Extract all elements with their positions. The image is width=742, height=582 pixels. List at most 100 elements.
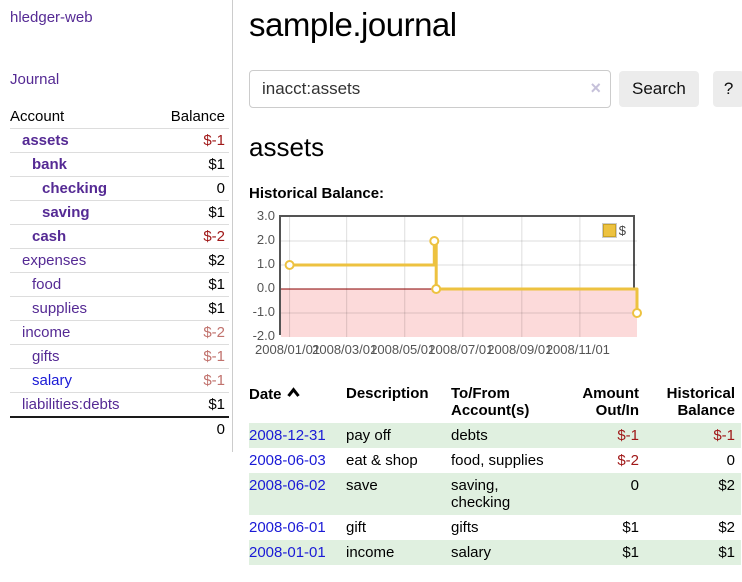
account-link[interactable]: gifts: [32, 348, 60, 365]
transaction-balance: $2: [718, 477, 735, 494]
account-link[interactable]: cash: [32, 228, 67, 245]
account-row: saving $1: [10, 200, 229, 225]
app-layout: hledger-web Journal Account Balance asse…: [0, 0, 742, 565]
y-tick-label: 3.0: [256, 208, 275, 223]
accounts-total-row: 0: [10, 416, 229, 441]
y-tick-label: 1.0: [256, 256, 275, 271]
transaction-date-link[interactable]: 2008-06-02: [249, 477, 326, 494]
transaction-date-link[interactable]: 2008-06-03: [249, 452, 326, 469]
account-row: income $-2: [10, 320, 229, 345]
y-tick-label: 2.0: [256, 232, 275, 247]
page-title: sample.journal: [249, 6, 457, 43]
column-header-description: Description: [346, 385, 429, 402]
accounts-table: Account Balance assets $-1 bank $1 check…: [10, 105, 229, 441]
transaction-accounts: debts: [451, 427, 488, 444]
account-balance: $1: [148, 152, 229, 177]
sidebar-item-journal[interactable]: Journal: [10, 71, 60, 88]
account-row: expenses $2: [10, 248, 229, 273]
register-header-row: Date Description To/From Account(s) Amou…: [249, 383, 741, 423]
account-balance: $2: [148, 248, 229, 273]
accounts-header-account: Account: [10, 108, 65, 125]
account-row: gifts $-1: [10, 344, 229, 369]
register-body: 2008-12-31 pay off debts $-1 $-1 2008-06…: [249, 423, 741, 565]
account-balance: $-1: [148, 344, 229, 369]
transaction-balance: $2: [718, 519, 735, 536]
account-balance: $1: [148, 200, 229, 225]
search-input[interactable]: [249, 70, 611, 108]
account-row: food $1: [10, 272, 229, 297]
accounts-body: assets $-1 bank $1 checking 0 saving $1 …: [10, 128, 229, 417]
transaction-description: pay off: [346, 427, 391, 444]
transaction-row: 2008-01-01 income salary $1 $1: [249, 540, 741, 565]
x-tick-label: 2008/05/01: [370, 342, 436, 357]
transaction-description: save: [346, 477, 378, 494]
help-button[interactable]: ?: [712, 71, 742, 107]
transaction-accounts: gifts: [451, 519, 479, 536]
historical-balance-chart: 3.0 2.0 1.0 0.0 -1.0 -2.0 $ 2008/01/01 2008/03…: [249, 208, 742, 361]
transaction-row: 2008-06-01 gift gifts $1 $2: [249, 515, 741, 540]
account-row: bank $1: [10, 152, 229, 177]
brand-link[interactable]: hledger-web: [10, 9, 93, 26]
x-tick-label: 2008/11/01: [545, 342, 610, 357]
account-balance: $-1: [148, 128, 229, 153]
transaction-amount: $1: [622, 519, 639, 536]
transaction-accounts: salary: [451, 544, 492, 561]
transaction-amount: $-2: [617, 452, 639, 469]
transaction-balance: 0: [726, 452, 735, 469]
chart-legend: $: [600, 222, 628, 239]
account-link[interactable]: income: [22, 324, 71, 341]
x-tick-label: 2008/01/01: [255, 342, 321, 357]
transaction-balance: $1: [718, 544, 735, 561]
account-balance: $1: [148, 392, 229, 417]
account-link[interactable]: liabilities:debts: [22, 396, 120, 413]
account-row: liabilities:debts $1: [10, 392, 229, 417]
main-content: sample.journal × Search ? assets Histori…: [233, 0, 742, 565]
account-row: assets $-1: [10, 128, 229, 153]
transaction-description: gift: [346, 519, 367, 536]
search-button[interactable]: Search: [619, 71, 699, 107]
transaction-amount: 0: [630, 477, 639, 494]
transaction-date-link[interactable]: 2008-01-01: [249, 544, 326, 561]
accounts-total-value: 0: [148, 416, 229, 441]
transaction-date-link[interactable]: 2008-06-01: [249, 519, 326, 536]
accounts-header-balance: Balance: [170, 108, 225, 125]
account-link[interactable]: bank: [32, 156, 68, 173]
account-link[interactable]: assets: [22, 132, 69, 149]
account-link[interactable]: salary: [32, 372, 73, 389]
account-link[interactable]: checking: [42, 180, 108, 197]
chart-title: Historical Balance:: [249, 185, 385, 202]
plot-series: [281, 217, 642, 337]
x-tick-label: 2008/09/01: [487, 342, 553, 357]
account-link[interactable]: food: [32, 276, 62, 293]
transaction-description: eat & shop: [346, 452, 418, 469]
account-row: supplies $1: [10, 296, 229, 321]
account-balance: $-1: [148, 368, 229, 393]
sidebar: hledger-web Journal Account Balance asse…: [0, 0, 233, 452]
spacer: [10, 416, 148, 441]
account-balance: $-2: [148, 224, 229, 249]
register-table: Date Description To/From Account(s) Amou…: [249, 383, 741, 565]
column-header-balance: Historical Balance: [666, 385, 735, 419]
transaction-accounts: food, supplies: [451, 452, 544, 469]
transaction-row: 2008-12-31 pay off debts $-1 $-1: [249, 423, 741, 448]
account-link[interactable]: expenses: [22, 252, 87, 269]
column-header-accounts: To/From Account(s): [451, 385, 530, 419]
transaction-description: income: [346, 544, 395, 561]
account-heading: assets: [249, 132, 325, 162]
x-tick-label: 2008/07/01: [428, 342, 494, 357]
y-tick-label: -2.0: [252, 328, 275, 343]
transaction-balance: $-1: [713, 427, 735, 444]
transaction-row: 2008-06-02 save saving, checking 0 $2: [249, 473, 741, 515]
account-balance: 0: [148, 176, 229, 201]
transaction-accounts: saving, checking: [451, 477, 511, 511]
transaction-date-link[interactable]: 2008-12-31: [249, 427, 326, 444]
search-form: × Search ?: [249, 70, 742, 108]
account-link[interactable]: supplies: [32, 300, 88, 317]
account-row: checking 0: [10, 176, 229, 201]
column-header-date[interactable]: Date: [249, 383, 346, 423]
legend-label: $: [618, 223, 626, 238]
clear-search-icon[interactable]: ×: [590, 78, 601, 98]
account-link[interactable]: saving: [42, 204, 90, 221]
account-row: salary $-1: [10, 368, 229, 393]
transaction-amount: $-1: [617, 427, 639, 444]
